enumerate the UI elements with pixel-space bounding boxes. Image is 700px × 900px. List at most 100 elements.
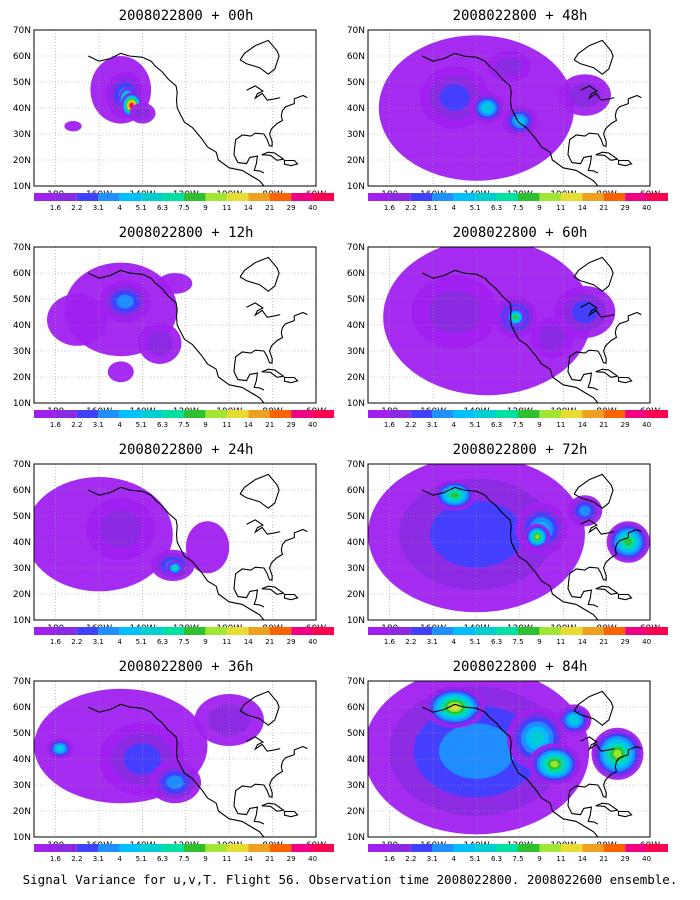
graticule [34, 30, 316, 186]
colorbar-swatch [539, 410, 561, 418]
variance-contour [530, 731, 545, 746]
panel-title: 2008022800 + 24h [118, 442, 254, 458]
variance-contour [438, 723, 515, 779]
colorbar-level-label: 14 [578, 204, 587, 212]
variance-field [64, 56, 156, 132]
colorbar-swatch [432, 193, 454, 201]
colorbar-level-label: 2.2 [405, 204, 416, 212]
lat-tick-label: 60N [347, 269, 365, 279]
lat-tick-label: 30N [347, 347, 365, 357]
colorbar-level-label: 11 [556, 855, 565, 863]
colorbar-swatch [475, 844, 497, 852]
colorbar-level-label: 5.1 [470, 204, 481, 212]
coastline [87, 690, 308, 837]
colorbar-swatch [205, 410, 227, 418]
colorbar-swatch [184, 844, 206, 852]
colorbar-swatch [119, 410, 142, 418]
colorbar-swatch [560, 193, 583, 201]
variance-field [368, 464, 650, 613]
colorbar-swatch [539, 193, 561, 201]
colorbar-swatch [560, 410, 583, 418]
colorbar-level-label: 29 [287, 638, 296, 646]
coastline [87, 256, 308, 403]
colorbar-level-label: 5.1 [470, 421, 481, 429]
colorbar-level-label: 40 [308, 421, 317, 429]
lat-tick-label: 60N [13, 486, 31, 496]
colorbar-swatch [34, 410, 56, 418]
colorbar-level-label: 5.1 [136, 638, 147, 646]
colorbar-swatch [141, 410, 163, 418]
colorbar-level-label: 7.5 [178, 204, 189, 212]
variance-contour [570, 716, 579, 724]
colorbar-level-label: 29 [621, 204, 630, 212]
colorbar-level-label: 2.2 [71, 855, 82, 863]
colorbar-swatch [98, 627, 120, 635]
colorbar-level-label: 6.3 [491, 855, 502, 863]
colorbar-swatch [226, 627, 249, 635]
colorbar-level-label: 6.3 [491, 421, 502, 429]
panel-title: 2008022800 + 00h [118, 8, 254, 24]
colorbar-level-label: 1.6 [384, 855, 396, 863]
map-svg: 10N20N30N40N50N60N70N180160W140W120W100W… [13, 243, 334, 429]
colorbar-level-label: 11 [222, 855, 231, 863]
colorbar-swatch [560, 844, 583, 852]
lat-tick-label: 60N [347, 52, 365, 62]
colorbar-level-label: 5.1 [470, 855, 481, 863]
lat-tick-label: 50N [13, 78, 31, 88]
colorbar-swatch [582, 193, 604, 201]
variance-contour [185, 521, 230, 574]
colorbar-swatch [141, 193, 163, 201]
colorbar-level-label: 4 [117, 421, 122, 429]
colorbar-level-label: 1.6 [384, 204, 396, 212]
lat-tick-label: 60N [13, 269, 31, 279]
colorbar-level-label: 29 [287, 855, 296, 863]
colorbar-level-label: 6.3 [491, 204, 502, 212]
lat-tick-label: 20N [347, 373, 365, 383]
lat-tick-label: 10N [13, 616, 31, 626]
colorbar-swatch [368, 193, 390, 201]
lat-tick-label: 10N [347, 182, 365, 192]
colorbar-level-label: 1.6 [384, 421, 396, 429]
figure-caption: Signal Variance for u,v,T. Flight 56. Ob… [22, 872, 678, 887]
colorbar-swatch [368, 627, 390, 635]
lat-tick-label: 10N [347, 399, 365, 409]
variance-contour [439, 84, 470, 111]
map-panel: 10N20N30N40N50N60N70N180160W140W120W100W… [13, 438, 356, 653]
variance-contour [64, 121, 82, 132]
lat-tick-label: 50N [13, 295, 31, 305]
colorbar-swatch [205, 627, 227, 635]
lat-tick-label: 70N [347, 243, 365, 253]
colorbar-swatch [582, 844, 604, 852]
colorbar-level-label: 3.1 [93, 855, 104, 863]
colorbar-swatch [453, 627, 476, 635]
colorbar-level-label: 7.5 [512, 855, 523, 863]
colorbar-swatch [603, 193, 626, 201]
panel-title: 2008022800 + 48h [452, 8, 588, 24]
colorbar-level-label: 29 [621, 421, 630, 429]
colorbar-level-label: 2.2 [405, 421, 416, 429]
colorbar-level-label: 11 [222, 421, 231, 429]
colorbar-swatch [269, 410, 292, 418]
variance-contour [130, 104, 133, 107]
variance-contour [483, 104, 492, 112]
lat-tick-label: 60N [13, 703, 31, 713]
colorbar-swatch [410, 193, 433, 201]
colorbar-swatch [226, 410, 249, 418]
colorbar-swatch [475, 193, 497, 201]
variance-contour [495, 57, 523, 76]
lat-tick-label: 10N [13, 182, 31, 192]
coastline [421, 690, 642, 837]
colorbar-swatch [55, 844, 77, 852]
lat-tick-label: 70N [13, 677, 31, 687]
lat-tick-label: 50N [347, 78, 365, 88]
map-svg: 10N20N30N40N50N60N70N180160W140W120W100W… [347, 243, 668, 429]
lat-tick-label: 40N [347, 104, 365, 114]
lat-tick-label: 10N [13, 399, 31, 409]
lat-tick-label: 40N [13, 755, 31, 765]
colorbar-level-label: 1.6 [50, 855, 62, 863]
colorbar-swatch [625, 844, 647, 852]
colorbar-level-label: 5.1 [136, 855, 147, 863]
colorbar-level-label: 9 [203, 638, 207, 646]
colorbar-level-label: 40 [308, 638, 317, 646]
colorbar-level-label: 29 [287, 421, 296, 429]
